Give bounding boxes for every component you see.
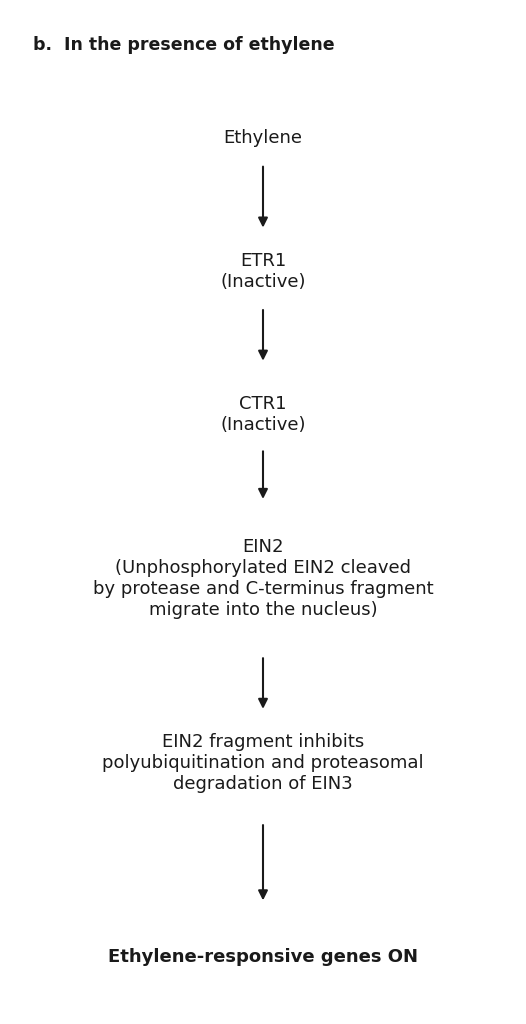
Text: EIN2
(Unphosphorylated EIN2 cleaved
by protease and C-terminus fragment
migrate : EIN2 (Unphosphorylated EIN2 cleaved by p… (93, 539, 433, 618)
Text: CTR1
(Inactive): CTR1 (Inactive) (220, 395, 306, 434)
Text: Ethylene: Ethylene (224, 129, 302, 147)
Text: b.  In the presence of ethylene: b. In the presence of ethylene (33, 36, 335, 54)
Text: EIN2 fragment inhibits
polyubiquitination and proteasomal
degradation of EIN3: EIN2 fragment inhibits polyubiquitinatio… (102, 733, 424, 793)
Text: Ethylene-responsive genes ON: Ethylene-responsive genes ON (108, 948, 418, 967)
Text: ETR1
(Inactive): ETR1 (Inactive) (220, 252, 306, 291)
